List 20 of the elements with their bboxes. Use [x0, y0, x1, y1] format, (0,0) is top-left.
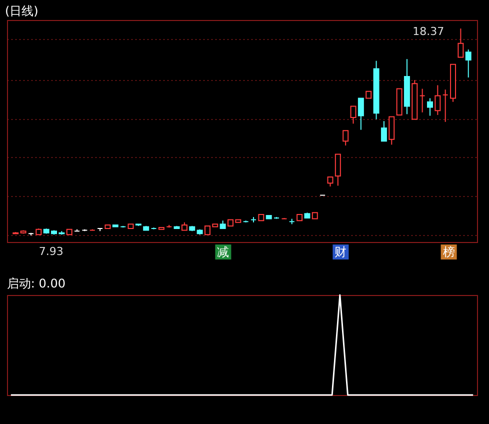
text: 减	[217, 245, 230, 259]
candlestick	[334, 154, 341, 186]
text: 财	[334, 245, 347, 259]
candlestick	[342, 130, 349, 146]
chart-title: 启动: 0.00	[6, 276, 66, 290]
candlestick	[380, 120, 387, 142]
text: 7.93	[38, 245, 64, 258]
text: 榜	[442, 245, 455, 259]
candlestick	[442, 89, 448, 122]
candlestick	[419, 88, 426, 113]
candlestick	[358, 98, 364, 130]
chart-title: (日线)	[5, 4, 38, 18]
candlestick	[465, 49, 472, 78]
candlestick	[434, 84, 441, 116]
candlestick	[458, 28, 464, 58]
candlestick	[327, 176, 334, 187]
annotation: 18.37	[412, 25, 444, 38]
candlestick	[388, 116, 395, 146]
candlestick	[427, 98, 433, 116]
candlestick	[350, 106, 356, 124]
